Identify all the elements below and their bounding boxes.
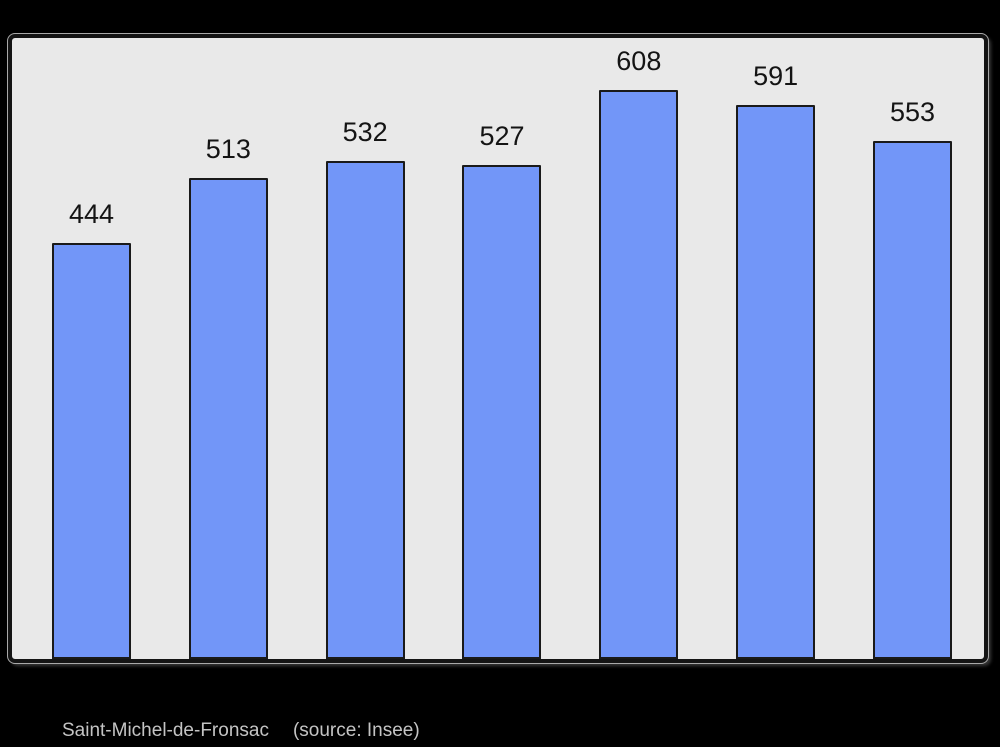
- bar-group: 532: [325, 117, 405, 659]
- bar-rect: [872, 141, 952, 659]
- bar-group: 553: [872, 97, 952, 659]
- chart-caption: Saint-Michel-de-Fronsac (source: Insee): [62, 719, 420, 742]
- bar-group: 444: [52, 199, 131, 659]
- bar-value-label: 608: [616, 46, 662, 76]
- bar-value-label: 444: [68, 199, 115, 229]
- bar-group: 513: [188, 134, 268, 659]
- bar-rect: [462, 165, 542, 659]
- bar-group: 608: [599, 46, 679, 659]
- bar-value-label: 591: [753, 61, 799, 91]
- bar-rect: [736, 105, 816, 659]
- bar-rect: [599, 90, 679, 659]
- bar-value-label: 527: [479, 121, 525, 151]
- bar-value-label: 553: [889, 97, 935, 127]
- caption-commune-label: Saint-Michel-de-Fronsac: [62, 720, 269, 741]
- bar-rect: [325, 161, 405, 659]
- bar-value-label: 532: [342, 117, 388, 147]
- bar-rect: [52, 243, 131, 659]
- bar-group: 527: [462, 121, 542, 659]
- plot-area: 444 513 532 527 608 591 553: [12, 38, 984, 659]
- bar-group: 591: [736, 61, 816, 659]
- bar-value-label: 513: [205, 134, 251, 164]
- chart-frame: 444 513 532 527 608 591 553: [8, 34, 988, 663]
- bar-rect: [188, 178, 268, 659]
- caption-source-label: (source: Insee): [292, 720, 420, 741]
